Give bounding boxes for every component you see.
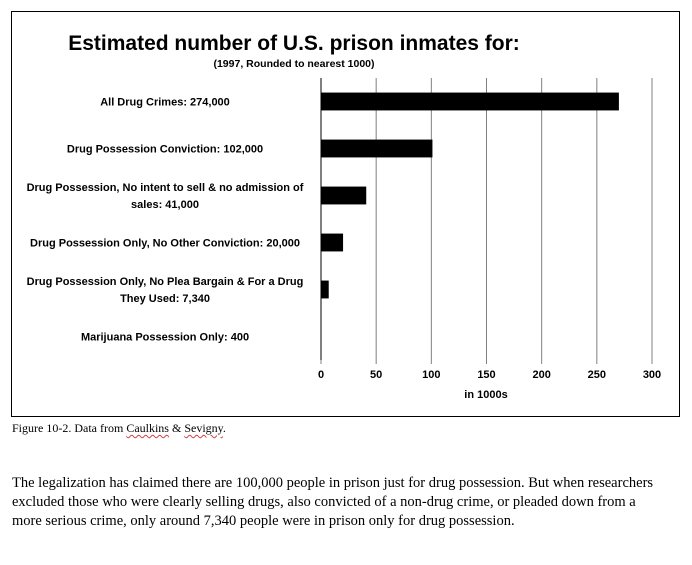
chart-subtitle: (1997, Rounded to nearest 1000) [213,58,374,70]
figure-caption: Figure 10-2. Data from Caulkins & Sevign… [12,421,226,436]
category-label: Drug Possession Only, No Plea Bargain & … [27,276,304,288]
x-tick-label: 250 [588,369,606,381]
category-label: Drug Possession Only, No Other Convictio… [30,238,300,250]
x-tick-label: 100 [422,369,440,381]
bar [321,233,344,252]
x-tick-label: 150 [477,369,495,381]
x-tick-label: 300 [643,369,661,381]
x-tick-label: 0 [318,369,324,381]
category-label: All Drug Crimes: 274,000 [100,97,230,109]
body-paragraph: The legalization has claimed there are 1… [12,475,654,529]
x-tick-labels: 0 50 100 150 200 250 300 [318,369,661,381]
bar [321,280,329,299]
chart-title: Estimated number of U.S. prison inmates … [68,32,520,55]
caption-source-sevigny: Sevigny [184,421,223,435]
caption-source-caulkins: Caulkins [126,421,169,435]
x-tick-label: 50 [370,369,382,381]
caption-suffix: . [222,421,226,435]
gridlines [320,78,653,364]
category-labels: All Drug Crimes: 274,000 Drug Possession … [27,97,304,344]
bar-chart: Estimated number of U.S. prison inmates … [27,32,662,401]
bar [321,92,619,111]
category-label: They Used: 7,340 [120,293,210,305]
category-label: Marijuana Possession Only: 400 [81,332,249,344]
bar [321,186,367,205]
caption-amp: & [168,421,185,435]
chart-frame: Estimated number of U.S. prison inmates … [11,11,680,417]
caption-prefix: Figure 10-2. Data from [12,421,127,435]
x-tick-label: 200 [532,369,550,381]
x-axis-title: in 1000s [464,389,507,401]
bars [321,92,619,346]
bar [321,139,433,158]
category-label: Drug Possession, No intent to sell & no … [27,182,304,194]
category-label: Drug Possession Conviction: 102,000 [67,144,263,156]
category-label: sales: 41,000 [131,199,199,211]
